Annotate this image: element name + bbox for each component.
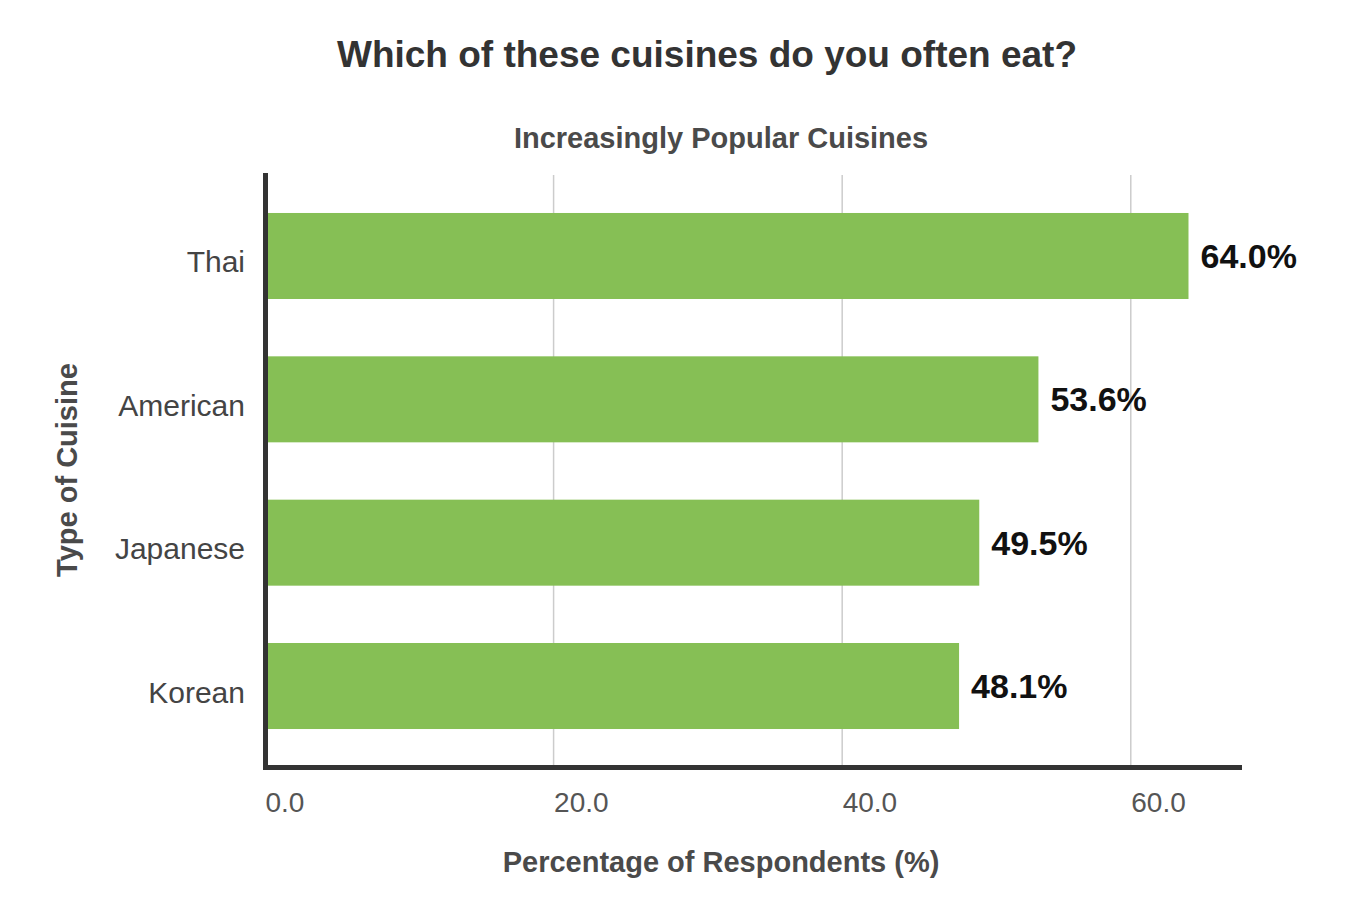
y-tick: American [118, 389, 245, 422]
x-tick-label: 0.0 [266, 787, 305, 818]
x-tick: 60.0 [1131, 787, 1186, 818]
bar [265, 643, 959, 729]
data-label: 64.0% [1200, 237, 1296, 275]
x-tick: 0.0 [266, 787, 305, 818]
y-axis-line [263, 176, 268, 768]
subtitle: Increasingly Popular Cuisines [514, 122, 928, 154]
x-axis-line [266, 765, 1240, 770]
y-tick: Thai [187, 245, 245, 278]
bars [265, 213, 1188, 729]
data-label: 53.6% [1050, 380, 1146, 418]
y-tick-label: Thai [187, 245, 245, 278]
x-tick-label: 40.0 [843, 787, 898, 818]
data-labels: 64.0% 53.6% 49.5% 48.1% [971, 237, 1297, 705]
y-tick-label: Japanese [115, 532, 245, 565]
x-axis-title: Percentage of Respondents (%) [503, 846, 940, 878]
y-axis: Thai American Japanese Korean [115, 176, 266, 768]
data-label: 49.5% [991, 524, 1087, 562]
x-tick-label: 20.0 [554, 787, 609, 818]
x-tick: 40.0 [843, 787, 898, 818]
data-label: 48.1% [971, 667, 1067, 705]
x-tick-label: 60.0 [1131, 787, 1186, 818]
y-tick: Korean [148, 676, 245, 709]
y-axis-title: Type of Cuisine [51, 363, 83, 577]
y-tick-label: Korean [148, 676, 245, 709]
y-tick: Japanese [115, 532, 245, 565]
bar [265, 356, 1038, 442]
bar [265, 500, 979, 586]
title: Which of these cuisines do you often eat… [337, 34, 1077, 75]
bar [265, 213, 1188, 299]
y-tick-label: American [118, 389, 245, 422]
x-axis: 0.0 20.0 40.0 60.0 [266, 768, 1240, 819]
chart: Which of these cuisines do you often eat… [0, 0, 1349, 899]
x-tick: 20.0 [554, 787, 609, 818]
